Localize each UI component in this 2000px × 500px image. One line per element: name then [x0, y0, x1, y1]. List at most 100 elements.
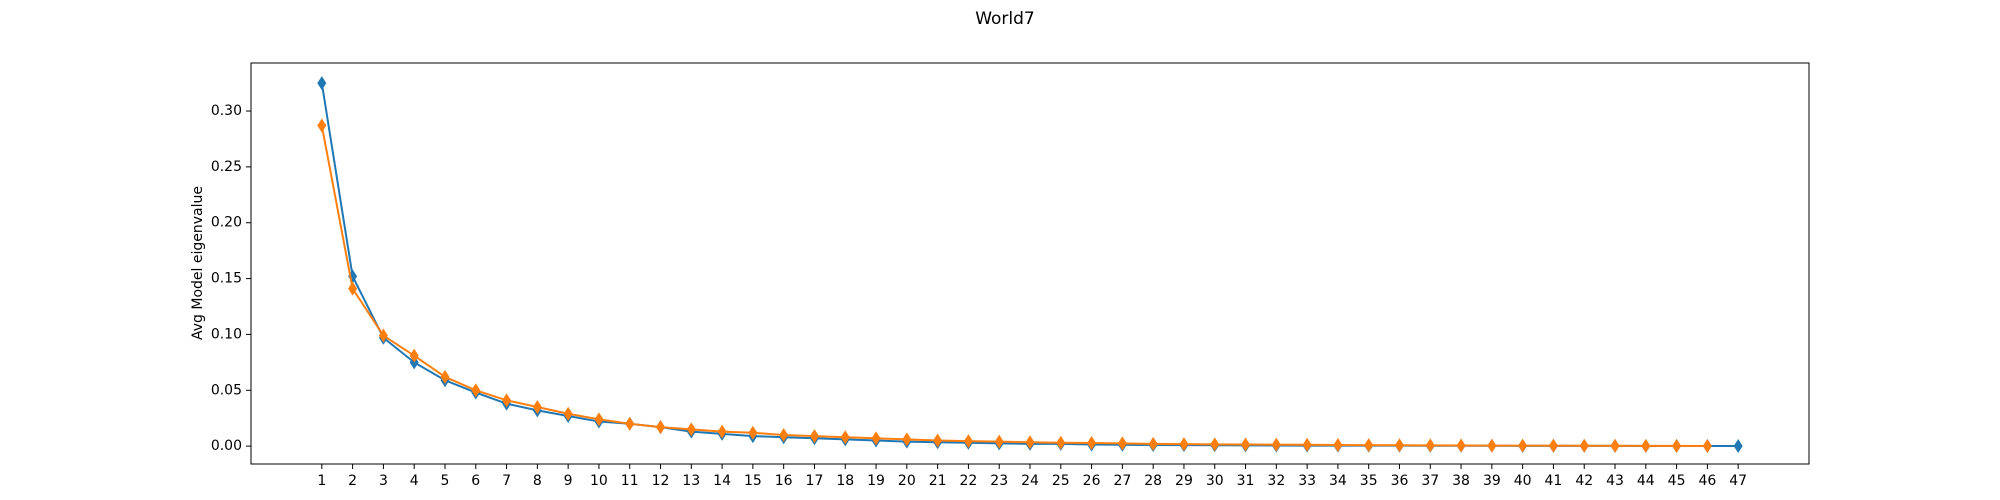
x-tick-label: 16	[775, 473, 793, 489]
point	[933, 433, 943, 448]
x-tick-label: 38	[1452, 473, 1470, 489]
x-tick-label: 5	[441, 473, 450, 489]
x-tick-label: 10	[590, 473, 608, 489]
x-tick-label: 18	[836, 473, 854, 489]
point	[594, 412, 604, 427]
x-tick-label: 22	[960, 473, 978, 489]
x-tick-label: 21	[929, 473, 947, 489]
x-tick-label: 33	[1298, 473, 1316, 489]
x-tick-label: 39	[1483, 473, 1501, 489]
point	[1148, 436, 1158, 451]
point	[1241, 437, 1251, 452]
point	[1672, 438, 1682, 453]
x-tick-label: 30	[1206, 473, 1224, 489]
point	[1579, 438, 1589, 453]
y-tick-label: 0.20	[211, 215, 242, 231]
x-tick-label: 19	[867, 473, 885, 489]
y-tick-label: 0.25	[211, 159, 242, 175]
x-tick-label: 2	[348, 473, 357, 489]
point	[317, 76, 327, 91]
point	[748, 425, 758, 440]
point	[440, 369, 450, 384]
point	[409, 348, 419, 363]
point	[1210, 437, 1220, 452]
x-tick-label: 11	[621, 473, 639, 489]
x-tick-label: 4	[410, 473, 419, 489]
point	[563, 406, 573, 421]
x-tick-label: 46	[1698, 473, 1716, 489]
x-tick-label: 1	[317, 473, 326, 489]
x-tick-label: 29	[1175, 473, 1193, 489]
x-tick-label: 14	[713, 473, 731, 489]
x-tick-label: 12	[652, 473, 670, 489]
plot-frame	[250, 62, 1810, 465]
x-tick-label: 6	[471, 473, 480, 489]
point	[994, 434, 1004, 449]
x-tick-label: 37	[1421, 473, 1439, 489]
y-tick-label: 0.00	[211, 438, 242, 454]
x-tick-label: 25	[1052, 473, 1070, 489]
point	[1333, 438, 1343, 453]
x-tick-label: 23	[990, 473, 1008, 489]
x-tick-label: 8	[533, 473, 542, 489]
x-tick-label: 27	[1113, 473, 1131, 489]
point	[1394, 438, 1404, 453]
point	[779, 427, 789, 442]
point	[1518, 438, 1528, 453]
point	[1087, 436, 1097, 451]
x-tick-label: 45	[1668, 473, 1686, 489]
point	[348, 281, 358, 296]
x-tick-label: 7	[502, 473, 511, 489]
point	[656, 420, 666, 435]
chart-title: World7	[975, 9, 1035, 29]
point	[1487, 438, 1497, 453]
x-tick-label: 20	[898, 473, 916, 489]
point	[902, 432, 912, 447]
point	[686, 422, 696, 437]
point	[1302, 437, 1312, 452]
x-tick-label: 44	[1637, 473, 1655, 489]
x-tick-label: 28	[1144, 473, 1162, 489]
y-tick-label: 0.05	[211, 382, 242, 398]
x-tick-label: 9	[564, 473, 573, 489]
point	[1271, 437, 1281, 452]
x-tick-label: 31	[1237, 473, 1255, 489]
point	[1702, 439, 1712, 454]
point	[840, 430, 850, 445]
x-tick-label: 47	[1729, 473, 1747, 489]
x-tick-label: 17	[806, 473, 824, 489]
x-tick-label: 32	[1267, 473, 1285, 489]
x-tick-label: 36	[1391, 473, 1409, 489]
x-tick-label: 3	[379, 473, 388, 489]
point	[1641, 438, 1651, 453]
point	[1025, 435, 1035, 450]
point	[717, 424, 727, 439]
point	[871, 431, 881, 446]
x-tick-label: 24	[1021, 473, 1039, 489]
point	[1056, 435, 1066, 450]
y-tick-label: 0.10	[211, 326, 242, 342]
point	[378, 328, 388, 343]
point	[1610, 438, 1620, 453]
x-tick-label: 35	[1360, 473, 1378, 489]
point	[1733, 439, 1743, 454]
point	[963, 434, 973, 449]
y-axis-label: Avg Model eigenvalue	[190, 186, 206, 340]
x-tick-label: 13	[682, 473, 700, 489]
point	[1364, 438, 1374, 453]
point	[317, 118, 327, 133]
point	[1179, 437, 1189, 452]
x-tick-label: 15	[744, 473, 762, 489]
series-line	[320, 125, 1708, 448]
x-tick-label: 40	[1514, 473, 1532, 489]
x-tick-label: 43	[1606, 473, 1624, 489]
x-tick-label: 34	[1329, 473, 1347, 489]
y-tick-label: 0.15	[211, 271, 242, 287]
point	[1548, 438, 1558, 453]
point	[625, 416, 635, 431]
x-tick-label: 26	[1083, 473, 1101, 489]
point	[809, 429, 819, 444]
point	[471, 383, 481, 398]
